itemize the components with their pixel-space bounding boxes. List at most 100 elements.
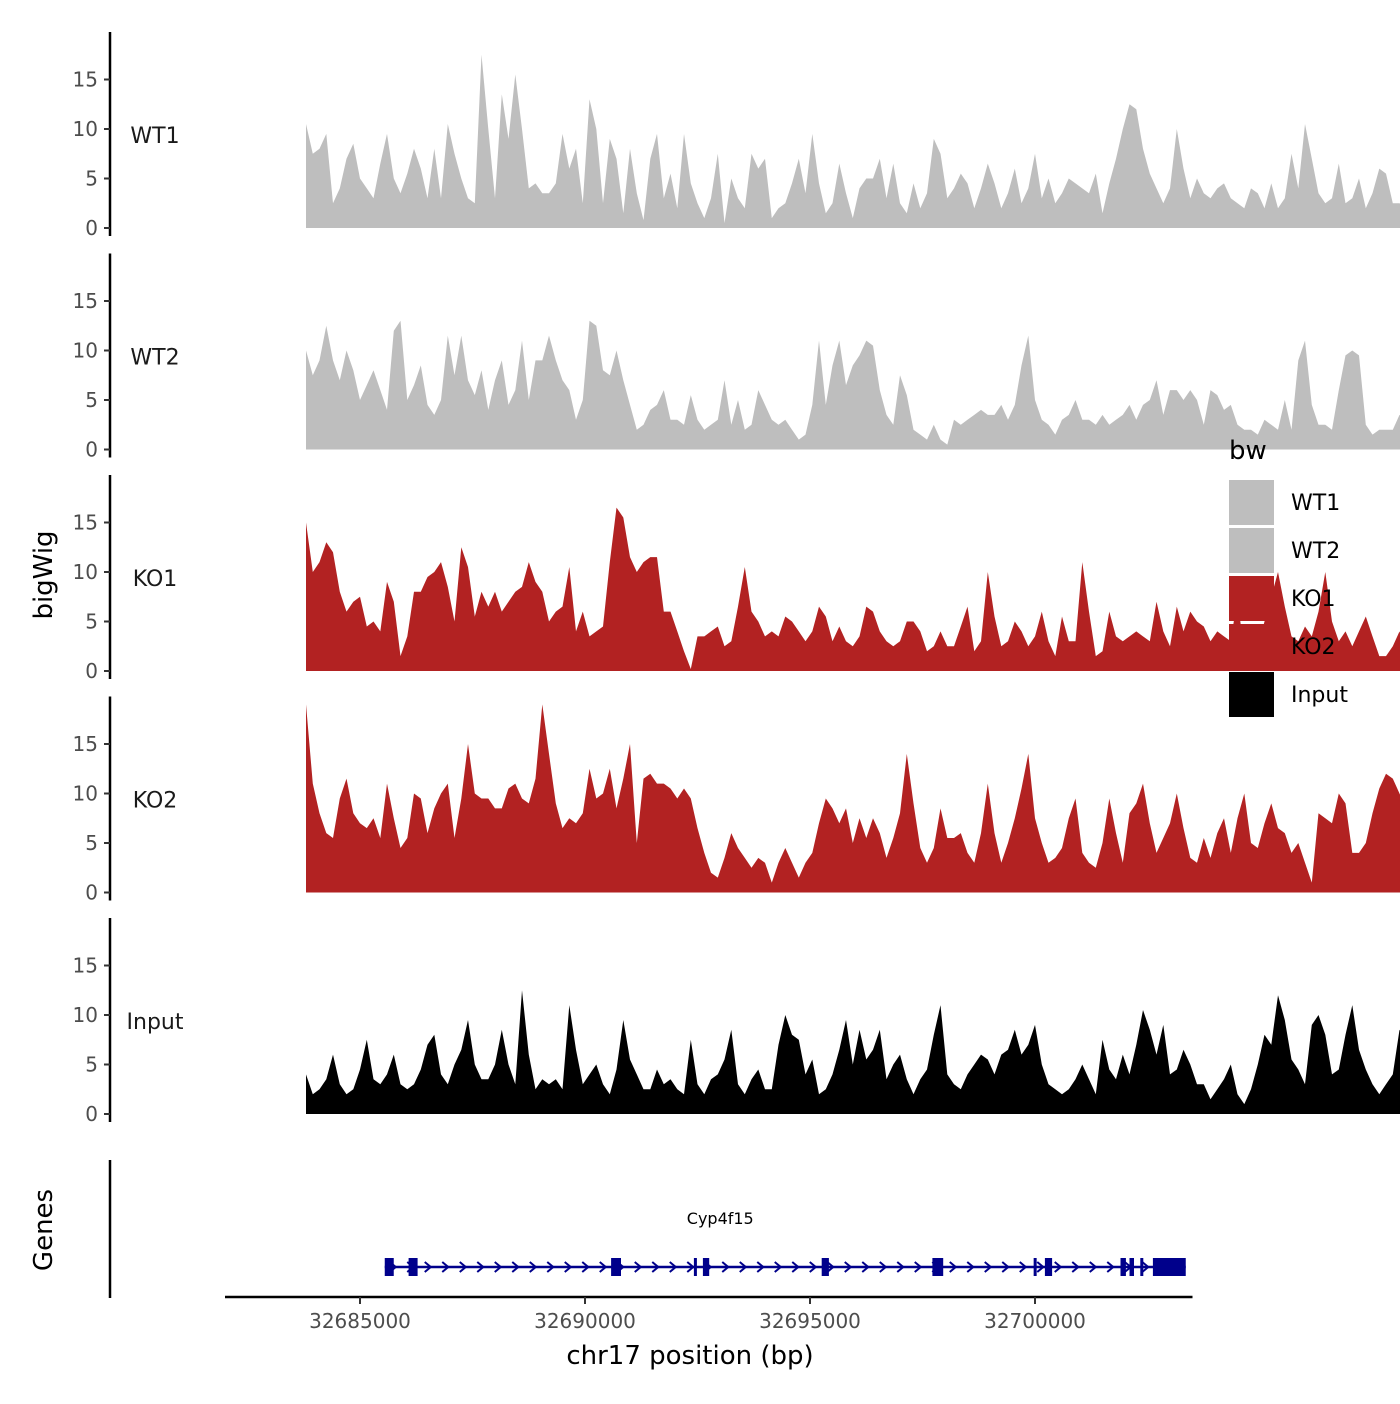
strand-arrow	[546, 1261, 555, 1273]
legend-label: WT1	[1291, 491, 1340, 516]
y-tick-label: 0	[85, 881, 98, 905]
panel-label: KO1	[133, 567, 178, 592]
gene-exon	[1152, 1258, 1186, 1276]
strand-arrow	[739, 1261, 748, 1273]
gene-exon	[821, 1258, 829, 1276]
x-axis: 32685000 32690000 32695000 32700000	[225, 1295, 1193, 1333]
gene-exon	[932, 1258, 944, 1276]
strand-arrow	[809, 1261, 818, 1273]
y-tick-label: 15	[73, 289, 98, 313]
strand-arrow	[529, 1261, 538, 1273]
strand-arrow	[459, 1261, 468, 1273]
gene-exon	[408, 1258, 418, 1276]
x-tick-label: 32700000	[984, 1309, 1086, 1333]
y-tick-label: 5	[85, 388, 98, 412]
y-tick-label: 5	[85, 167, 98, 191]
strand-arrow	[669, 1261, 678, 1273]
legend-item-ko1: KO1	[1229, 576, 1336, 621]
y-tick-label: 5	[85, 610, 98, 634]
gene-exon	[1140, 1258, 1144, 1276]
strand-arrow	[564, 1261, 573, 1273]
area-series-input	[306, 990, 1400, 1114]
y-tick-label: 15	[73, 68, 98, 92]
strand-arrow	[879, 1261, 888, 1273]
panel-label: KO2	[133, 789, 178, 814]
track-panel-wt2: 0 5 10 15 WT2	[73, 253, 1400, 462]
legend-swatch	[1229, 528, 1274, 573]
strand-arrow	[581, 1261, 590, 1273]
gene-exon	[1044, 1258, 1053, 1276]
strand-arrow	[791, 1261, 800, 1273]
panel-label: WT1	[130, 124, 179, 149]
gene-exon	[1120, 1258, 1126, 1276]
y-tick-label: 15	[73, 954, 98, 978]
y-tick-label: 15	[73, 511, 98, 535]
strand-arrow	[634, 1261, 643, 1273]
y-tick-label: 10	[73, 1003, 98, 1027]
gene-exon	[611, 1258, 621, 1276]
legend-label: KO2	[1291, 635, 1336, 660]
strand-arrow	[424, 1261, 433, 1273]
legend-title: bw	[1229, 436, 1267, 466]
strand-arrow	[1036, 1261, 1045, 1273]
strand-arrow	[686, 1261, 695, 1273]
legend-swatch	[1229, 576, 1274, 621]
gene-exon	[384, 1258, 394, 1276]
legend: bw WT1 WT2 KO1 KO2 Input	[1229, 436, 1348, 717]
x-tick-label: 32690000	[534, 1309, 636, 1333]
y-tick-label: 0	[85, 659, 98, 683]
strand-arrow	[721, 1261, 730, 1273]
strand-arrow	[599, 1261, 608, 1273]
y-axis-title: bigWig	[29, 530, 59, 619]
panel-label: WT2	[130, 346, 179, 371]
strand-arrow	[476, 1261, 485, 1273]
track-panel-input: 0 5 10 15 Input	[73, 918, 1400, 1126]
strand-arrow	[494, 1261, 503, 1273]
y-tick-label: 0	[85, 438, 98, 462]
legend-swatch	[1229, 480, 1274, 525]
genes-axis-title: Genes	[29, 1189, 59, 1271]
y-tick-label: 0	[85, 216, 98, 240]
strand-arrow	[861, 1261, 870, 1273]
strand-arrow	[1001, 1261, 1010, 1273]
gene-exon	[693, 1258, 697, 1276]
area-series-ko1	[306, 507, 1400, 671]
legend-label: KO1	[1291, 587, 1336, 612]
strand-arrow	[966, 1261, 975, 1273]
y-tick-label: 10	[73, 782, 98, 806]
legend-label: Input	[1291, 683, 1348, 708]
strand-arrow	[1089, 1261, 1098, 1273]
strand-arrow	[1054, 1261, 1063, 1273]
y-tick-label: 0	[85, 1102, 98, 1126]
legend-item-wt2: WT2	[1229, 528, 1340, 573]
y-tick-label: 5	[85, 1053, 98, 1077]
strand-arrow	[1071, 1261, 1080, 1273]
tracks-layer: 0 5 10 15 WT1 0 5 10 15 WT2 0 5 10 15 KO1 0 5 10 15 KO2 0 5 10…	[73, 32, 1400, 1126]
x-tick-label: 32685000	[309, 1309, 411, 1333]
y-tick-label: 10	[73, 117, 98, 141]
track-panel-ko2: 0 5 10 15 KO2	[73, 696, 1400, 905]
area-series-wt2	[306, 320, 1400, 450]
strand-arrow	[844, 1261, 853, 1273]
track-panel-wt1: 0 5 10 15 WT1	[73, 32, 1400, 240]
strand-arrow	[949, 1261, 958, 1273]
track-panel-ko1: 0 5 10 15 KO1	[73, 475, 1400, 683]
gene-exon	[1033, 1258, 1037, 1276]
area-series-wt1	[306, 54, 1400, 228]
strand-arrow	[1141, 1261, 1150, 1273]
panel-label: Input	[127, 1010, 184, 1035]
y-tick-label: 10	[73, 339, 98, 363]
x-tick-label: 32695000	[759, 1309, 861, 1333]
strand-arrow	[756, 1261, 765, 1273]
strand-arrow	[651, 1261, 660, 1273]
y-tick-label: 5	[85, 831, 98, 855]
y-tick-label: 15	[73, 732, 98, 756]
legend-item-input: Input	[1229, 672, 1348, 717]
gene-exon	[1129, 1258, 1134, 1276]
x-axis-title: chr17 position (bp)	[566, 1341, 813, 1371]
strand-arrow	[1106, 1261, 1115, 1273]
strand-arrow	[984, 1261, 993, 1273]
strand-arrow	[896, 1261, 905, 1273]
